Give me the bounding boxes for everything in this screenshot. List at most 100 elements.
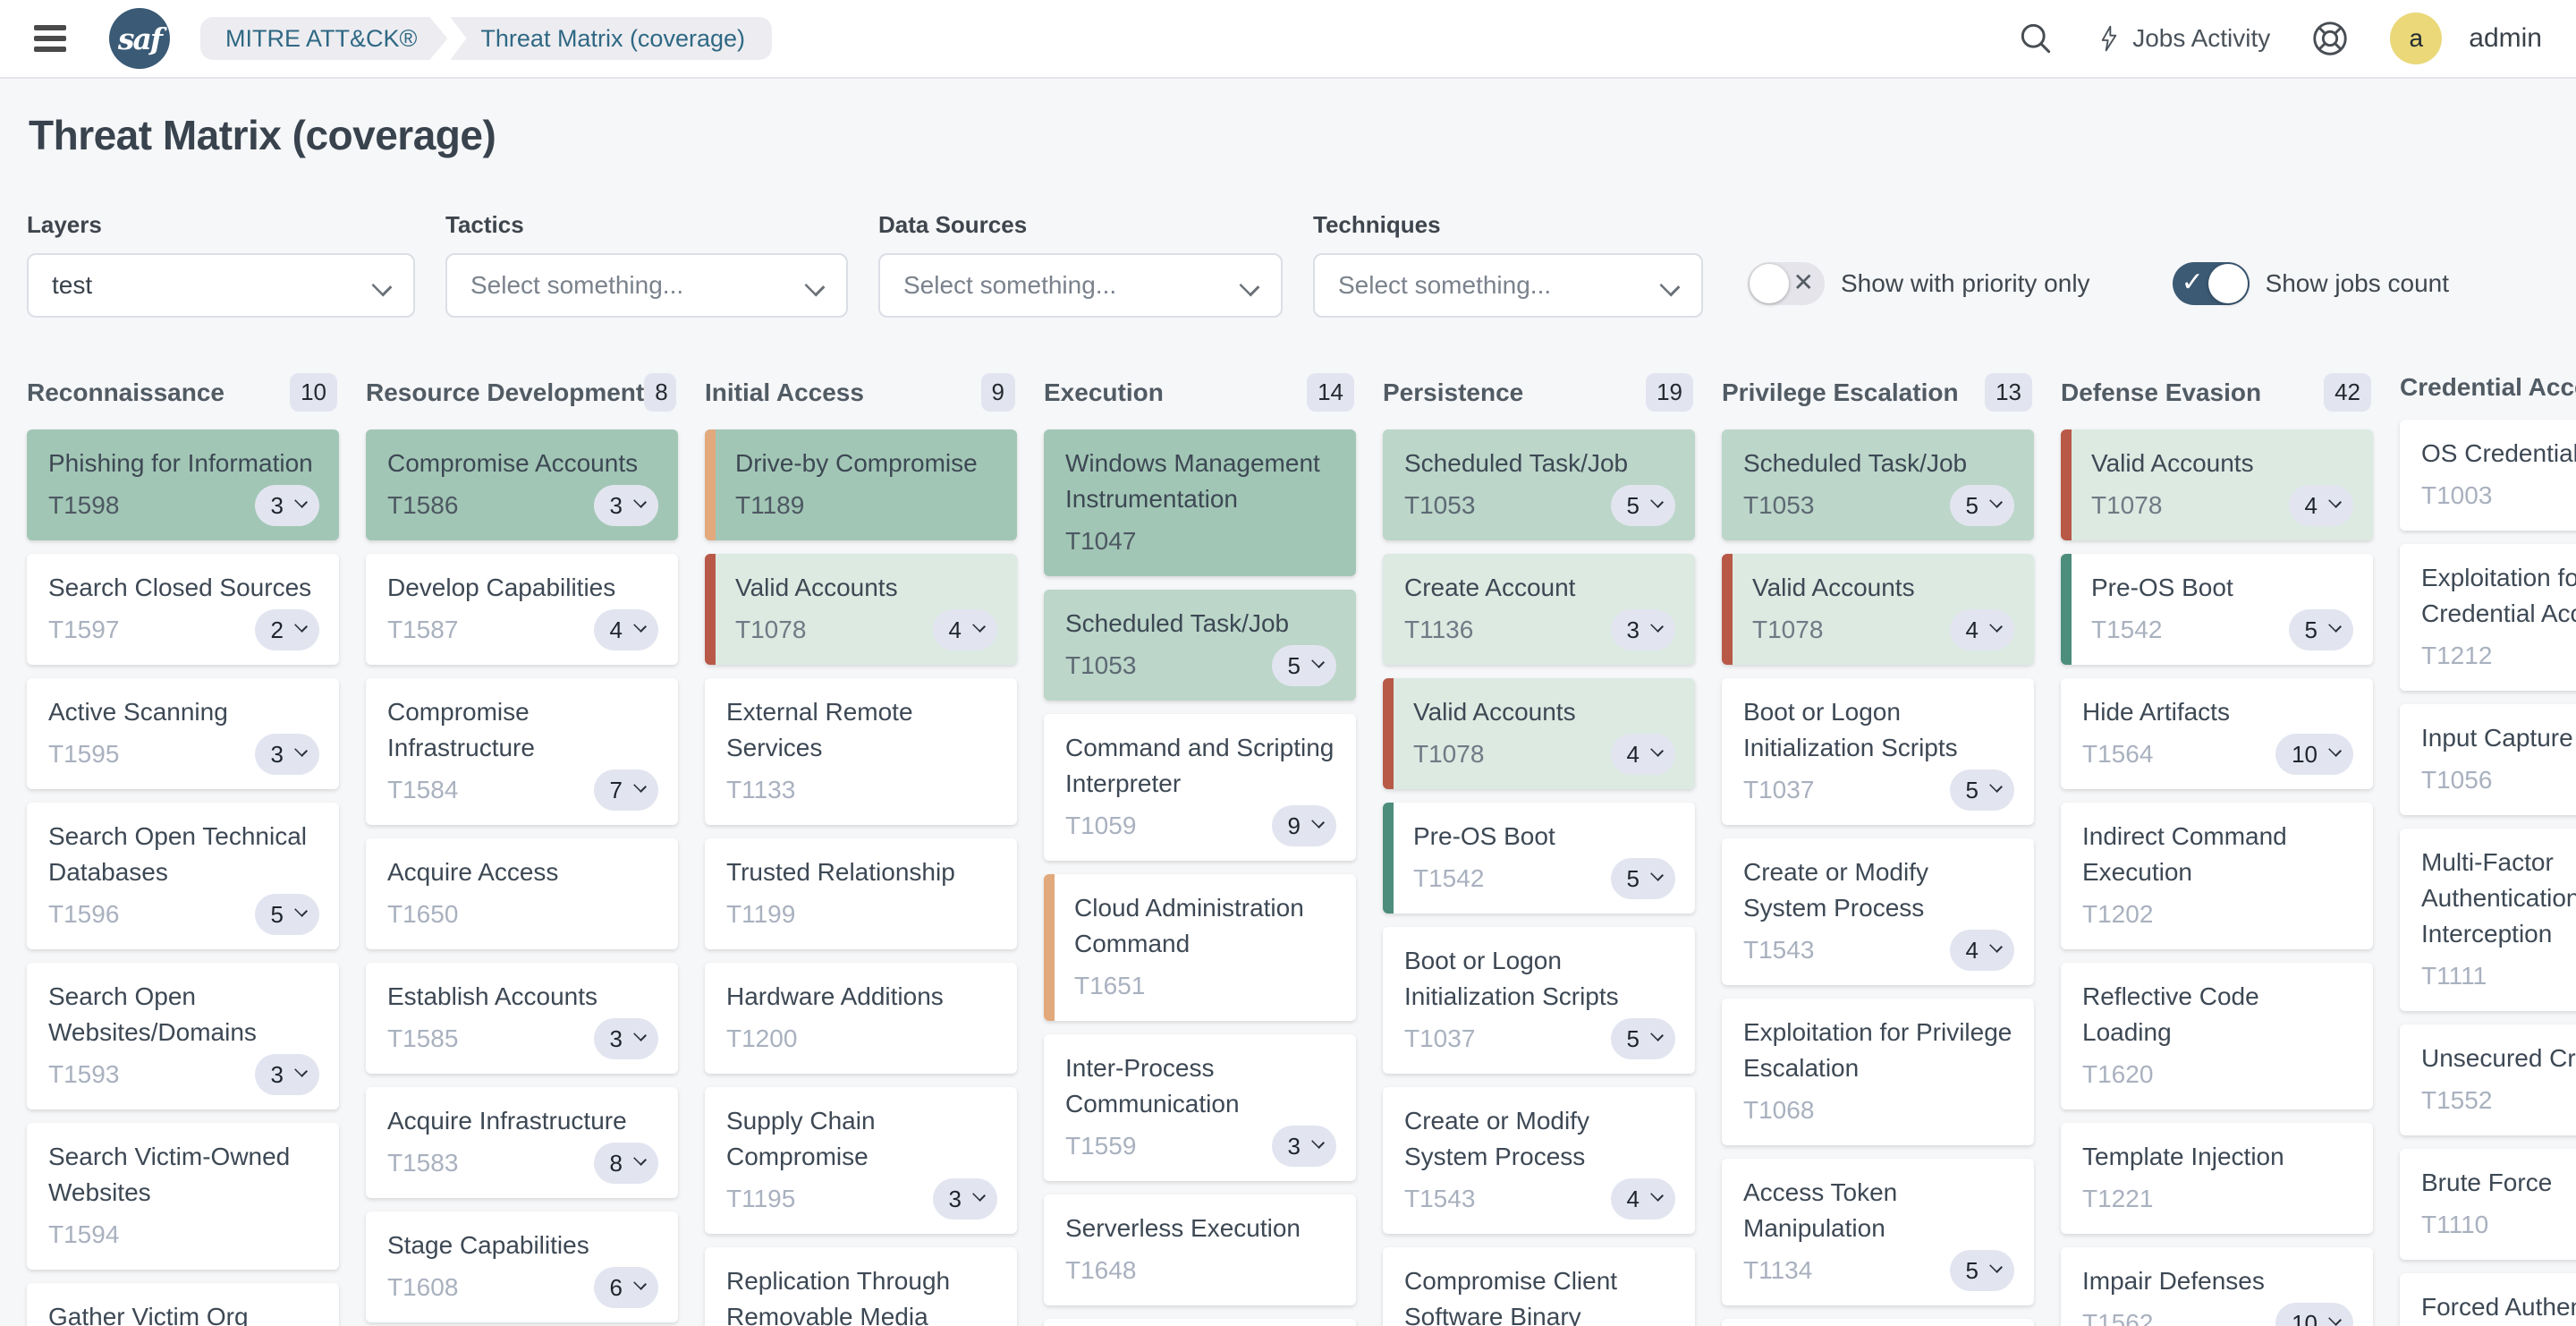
breadcrumb-item-mitre[interactable]: MITRE ATT&CK® [200,17,447,60]
jobs-count-badge[interactable]: 3 [1610,609,1675,650]
user-name[interactable]: admin [2469,23,2542,53]
technique-card[interactable]: Develop Capabilities T1587 4 [366,554,678,665]
jobs-count-badge[interactable]: 4 [1610,734,1675,775]
technique-card[interactable]: Drive-by Compromise T1189 [705,429,1017,540]
app-logo[interactable]: saf [109,8,170,69]
jobs-count-badge[interactable]: 3 [1271,1126,1336,1167]
technique-card[interactable]: Scheduled Task/Job T1053 5 [1722,429,2034,540]
technique-card[interactable]: Trusted Relationship T1199 [705,838,1017,949]
priority-only-toggle[interactable]: ✕ [1748,262,1825,305]
technique-card[interactable]: External Remote Services T1133 [705,678,1017,825]
jobs-count-badge[interactable]: 3 [254,1054,319,1095]
technique-card[interactable]: Gather Victim Org Information [27,1283,339,1326]
technique-card[interactable]: Command and Scripting Interpreter T1059 9 [1044,714,1356,861]
technique-card[interactable]: Scheduled Task/Job T1053 5 [1383,429,1695,540]
technique-card[interactable]: Valid Accounts T1078 4 [1722,554,2034,665]
technique-card[interactable]: Create Account T1136 3 [1383,554,1695,665]
technique-card[interactable]: Phishing for Information T1598 3 [27,429,339,540]
technique-card[interactable]: Valid Accounts T1078 4 [705,554,1017,665]
technique-card[interactable]: Establish Accounts T1585 3 [366,963,678,1074]
jobs-count-badge[interactable]: 5 [254,894,319,935]
breadcrumb-item-threat-matrix[interactable]: Threat Matrix (coverage) [450,17,772,60]
technique-card[interactable]: Template Injection T1221 [2061,1123,2373,1234]
jobs-count-badge[interactable]: 9 [1271,805,1336,846]
help-lifebuoy-icon[interactable] [2309,18,2351,59]
jobs-count-badge[interactable]: 5 [1949,1250,2014,1291]
technique-card[interactable]: Search Open Technical Databases T1596 5 [27,803,339,949]
technique-card[interactable]: Search Open Websites/Domains T1593 3 [27,963,339,1109]
jobs-count-badge[interactable]: 4 [1949,609,2014,650]
technique-card[interactable]: Active Scanning T1595 3 [27,678,339,789]
technique-card[interactable]: Supply Chain Compromise T1195 3 [705,1087,1017,1234]
technique-card[interactable]: Indirect Command Execution T1202 [2061,803,2373,949]
jobs-count-badge[interactable]: 3 [254,485,319,526]
jobs-count-badge[interactable]: 10 [2275,1303,2353,1326]
jobs-count-badge[interactable]: 5 [1271,645,1336,686]
jobs-count-badge[interactable]: 4 [1949,930,2014,971]
technique-card[interactable]: Unsecured Credentials T1552 [2400,1024,2576,1135]
technique-card[interactable]: Hardware Additions T1200 [705,963,1017,1074]
technique-card[interactable]: Native API [1044,1319,1356,1326]
jobs-count-badge[interactable]: 5 [2288,609,2353,650]
jobs-count-badge[interactable]: 3 [593,485,658,526]
technique-card[interactable]: Boot or Logon Initialization Scripts T103… [1722,678,2034,825]
jobs-count-badge[interactable]: 3 [254,734,319,775]
technique-card[interactable]: Valid Accounts T1078 4 [2061,429,2373,540]
jobs-count-badge[interactable]: 3 [593,1018,658,1059]
technique-card[interactable]: Search Closed Sources T1597 2 [27,554,339,665]
technique-card[interactable]: Exploitation for Credential Access T1212 [2400,544,2576,691]
technique-card[interactable]: Exploitation for Privilege Escalation T10… [1722,999,2034,1145]
technique-card[interactable]: Inter-Process Communication T1559 3 [1044,1034,1356,1181]
technique-card[interactable]: Windows Management Instrumentation T1047 [1044,429,1356,576]
technique-card[interactable]: Replication Through Removable MediaT1091 [705,1247,1017,1326]
jobs-count-badge[interactable]: 5 [1610,485,1675,526]
jobs-count-badge[interactable]: 2 [254,609,319,650]
technique-card[interactable]: Reflective Code Loading T1620 [2061,963,2373,1109]
jobs-count-badge[interactable]: 3 [932,1178,997,1220]
technique-card[interactable]: Hijack Execution Flow [1722,1319,2034,1326]
technique-card[interactable]: Boot or Logon Initialization Scripts T103… [1383,927,1695,1074]
technique-card[interactable]: Create or Modify System Process T1543 4 [1722,838,2034,985]
technique-card[interactable]: Input Capture T1056 [2400,704,2576,815]
jobs-count-badge[interactable]: 4 [593,609,658,650]
technique-card[interactable]: Scheduled Task/Job T1053 5 [1044,590,1356,701]
technique-card[interactable]: Valid Accounts T1078 4 [1383,678,1695,789]
technique-card[interactable]: Impair Defenses T1562 10 [2061,1247,2373,1326]
technique-card[interactable]: Multi-Factor Authentication Interception… [2400,829,2576,1011]
technique-card[interactable]: Create or Modify System Process T1543 4 [1383,1087,1695,1234]
jobs-count-badge[interactable]: 5 [1949,485,2014,526]
technique-card[interactable]: Serverless Execution T1648 [1044,1194,1356,1305]
technique-card[interactable]: Hide Artifacts T1564 10 [2061,678,2373,789]
technique-card[interactable]: Compromise Infrastructure T1584 7 [366,678,678,825]
techniques-select[interactable]: Select something... [1313,253,1703,318]
tactics-select[interactable]: Select something... [445,253,848,318]
technique-card[interactable]: Pre-OS Boot T1542 5 [1383,803,1695,914]
jobs-count-badge[interactable]: 7 [593,769,658,811]
jobs-count-badge[interactable]: 4 [2288,485,2353,526]
technique-card[interactable]: Acquire Access T1650 [366,838,678,949]
jobs-count-toggle[interactable]: ✓ [2172,262,2250,305]
jobs-count-badge[interactable]: 8 [593,1143,658,1184]
technique-card[interactable]: Forced AuthenticationT1187 [2400,1273,2576,1326]
jobs-count-badge[interactable]: 6 [593,1267,658,1308]
jobs-activity-button[interactable]: Jobs Activity [2095,22,2270,55]
technique-card[interactable]: OS Credential Dumping T1003 [2400,420,2576,531]
jobs-count-badge[interactable]: 4 [932,609,997,650]
technique-card[interactable]: Pre-OS Boot T1542 5 [2061,554,2373,665]
jobs-count-badge[interactable]: 5 [1610,1018,1675,1059]
hamburger-menu-icon[interactable] [34,21,75,56]
search-icon[interactable] [2016,19,2055,58]
technique-card[interactable]: Brute Force T1110 [2400,1149,2576,1260]
layers-select[interactable]: test [27,253,415,318]
technique-card[interactable]: Search Victim-Owned Websites T1594 [27,1123,339,1270]
technique-card[interactable]: Compromise Client Software BinaryT1554 [1383,1247,1695,1326]
jobs-count-badge[interactable]: 5 [1610,858,1675,899]
technique-card[interactable]: Stage Capabilities T1608 6 [366,1211,678,1322]
data-sources-select[interactable]: Select something... [878,253,1283,318]
jobs-count-badge[interactable]: 10 [2275,734,2353,775]
avatar[interactable]: a [2390,13,2443,64]
jobs-count-badge[interactable]: 4 [1610,1178,1675,1220]
technique-card[interactable]: Compromise Accounts T1586 3 [366,429,678,540]
technique-card[interactable]: Access Token Manipulation T1134 5 [1722,1159,2034,1305]
technique-card[interactable]: Acquire Infrastructure T1583 8 [366,1087,678,1198]
